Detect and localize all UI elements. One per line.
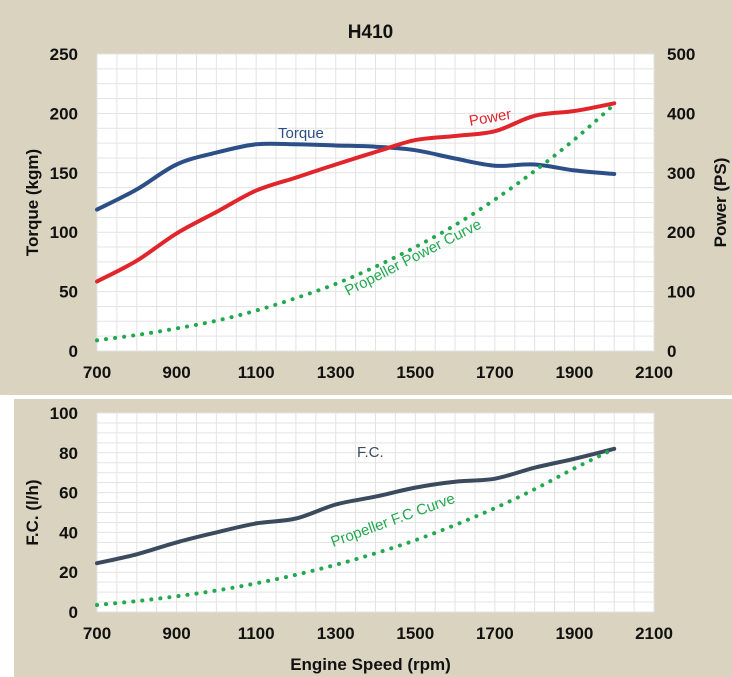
x-tick-label: 1700	[476, 363, 514, 382]
y-tick-label-right: 300	[667, 164, 695, 183]
chart-title: H410	[348, 22, 393, 43]
x-tick-label: 1500	[396, 624, 434, 643]
y-tick-label-left: 0	[69, 603, 78, 622]
y-tick-label-left: 200	[50, 104, 78, 123]
y-tick-label-left: 100	[50, 223, 78, 242]
x-tick-label: 1100	[238, 624, 275, 643]
x-tick-label: 700	[83, 624, 111, 643]
y-axis-title-left: Torque (kgm)	[23, 149, 42, 256]
x-tick-label: 2100	[635, 624, 673, 643]
x-axis-title: Engine Speed (rpm)	[290, 655, 451, 674]
y-axis-title-right: Power (PS)	[711, 158, 730, 248]
series-line-torque	[95, 141, 617, 212]
series-label-torque: Torque	[278, 125, 324, 142]
y-tick-label-left: 0	[69, 342, 78, 361]
y-tick-label-left: 20	[59, 563, 78, 582]
y-tick-label-right: 200	[667, 223, 695, 242]
series-line-f-c	[95, 446, 617, 566]
x-tick-label: 1900	[556, 624, 594, 643]
x-tick-label: 900	[162, 624, 190, 643]
series-line-power	[95, 101, 617, 284]
x-tick-label: 1100	[238, 363, 275, 382]
x-tick-label: 1300	[317, 363, 355, 382]
y-tick-label-right: 100	[667, 283, 695, 302]
x-tick-label: 1700	[476, 624, 514, 643]
x-tick-label: 1900	[556, 363, 594, 382]
y-axis-title-left: F.C. (l/h)	[23, 479, 42, 545]
y-tick-label-right: 400	[667, 104, 695, 123]
series-label-f-c: F.C.	[357, 444, 384, 461]
x-tick-label: 2100	[635, 363, 673, 382]
y-tick-label-right: 0	[667, 342, 676, 361]
y-tick-label-left: 50	[59, 283, 78, 302]
y-tick-label-left: 100	[50, 404, 78, 423]
x-tick-label: 1300	[317, 624, 355, 643]
y-tick-label-left: 250	[50, 45, 78, 64]
series-line-propeller-power-curve	[95, 102, 617, 343]
x-tick-label: 900	[162, 363, 190, 382]
x-tick-label: 1500	[396, 363, 434, 382]
y-tick-label-left: 40	[59, 523, 78, 542]
y-tick-label-left: 80	[59, 444, 78, 463]
x-tick-label: 700	[83, 363, 111, 382]
y-tick-label-left: 150	[50, 164, 78, 183]
series-line-propeller-f-c-curve	[95, 446, 617, 607]
y-tick-label-left: 60	[59, 484, 78, 503]
y-tick-label-right: 500	[667, 45, 695, 64]
